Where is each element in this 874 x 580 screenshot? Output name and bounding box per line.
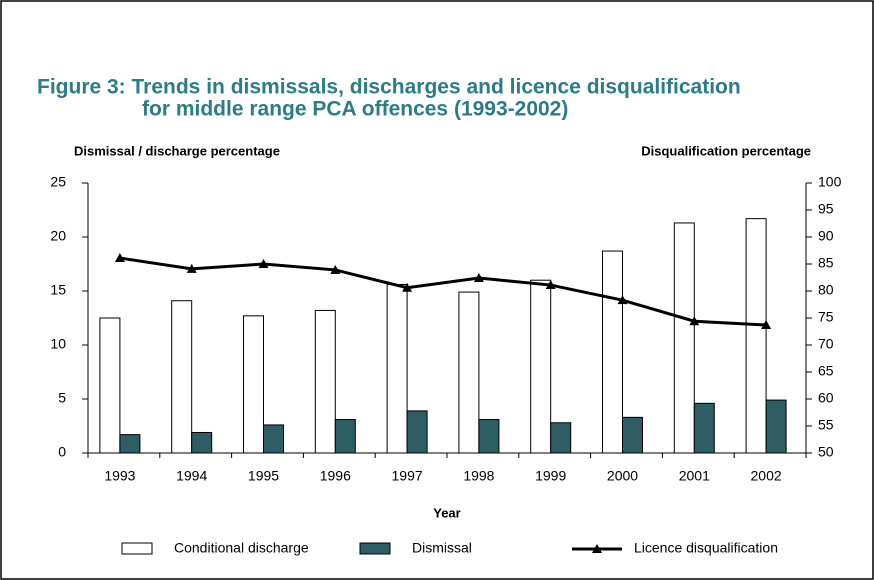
bar — [263, 424, 284, 454]
bar — [458, 291, 480, 454]
bar — [243, 315, 264, 454]
y-tick-label: 0 — [58, 444, 66, 460]
x-tick-label: 2000 — [607, 468, 638, 484]
chart-title: Figure 3: Trends in dismissals, discharg… — [37, 76, 741, 99]
legend-label: Licence disqualification — [634, 540, 778, 556]
bar — [530, 279, 552, 454]
y-tick-label: 25 — [50, 174, 66, 190]
y2-tick-label: 55 — [818, 417, 834, 433]
bar — [693, 402, 715, 454]
bar — [745, 218, 767, 454]
y2-tick-label: 100 — [818, 174, 842, 190]
y2-tick-label: 80 — [818, 282, 834, 298]
marker — [545, 280, 556, 290]
y2-tick-label: 60 — [818, 390, 834, 406]
y2-tick-label: 75 — [818, 309, 834, 325]
y2-tick-label: 50 — [818, 444, 834, 460]
legend-swatch — [592, 544, 602, 553]
bar — [550, 422, 572, 454]
marker — [114, 253, 125, 263]
x-tick-label: 1994 — [176, 468, 207, 484]
y-tick-label: 15 — [50, 282, 66, 298]
bar — [765, 399, 787, 454]
marker — [761, 320, 772, 330]
legend-label: Conditional discharge — [174, 540, 309, 556]
bar — [314, 309, 336, 454]
chart-title: for middle range PCA offences (1993-2002… — [142, 98, 568, 121]
y-axis-title: Dismissal / discharge percentage — [74, 143, 280, 158]
x-tick-label: 1995 — [248, 468, 279, 484]
y2-axis-title: Disqualification percentage — [641, 143, 811, 158]
x-tick-label: 2002 — [751, 468, 782, 484]
marker — [402, 282, 413, 292]
x-tick-label: 1997 — [392, 468, 423, 484]
bar — [99, 317, 121, 454]
y-tick-label: 5 — [58, 390, 66, 406]
bar — [386, 284, 408, 454]
x-tick-label: 1993 — [104, 468, 135, 484]
line — [119, 256, 767, 327]
bar — [334, 419, 356, 454]
legend-swatch — [121, 542, 153, 555]
bar — [673, 222, 695, 454]
bar — [622, 416, 643, 454]
marker — [617, 295, 628, 305]
bar — [406, 410, 428, 454]
bar — [119, 434, 141, 454]
x-axis-title: Year — [433, 505, 460, 520]
x-tick-label: 1996 — [320, 468, 351, 484]
x-tick-label: 2001 — [679, 468, 710, 484]
y2-tick-label: 85 — [818, 255, 834, 271]
legend-swatch — [359, 542, 391, 555]
bar — [171, 300, 193, 454]
y2-tick-label: 65 — [818, 363, 834, 379]
y2-tick-label: 90 — [818, 228, 834, 244]
y2-tick-label: 70 — [818, 336, 834, 352]
marker — [258, 259, 269, 268]
x-tick-label: 1999 — [535, 468, 566, 484]
marker — [186, 263, 197, 273]
bar — [191, 431, 213, 454]
marker — [473, 273, 484, 283]
marker — [689, 316, 700, 326]
marker — [330, 264, 341, 274]
bar — [478, 419, 500, 454]
legend-label: Dismissal — [412, 540, 472, 556]
y-tick-label: 10 — [50, 336, 66, 352]
y2-tick-label: 95 — [818, 201, 834, 217]
bar — [602, 250, 623, 454]
y-tick-label: 20 — [50, 228, 66, 244]
x-tick-label: 1998 — [463, 468, 494, 484]
